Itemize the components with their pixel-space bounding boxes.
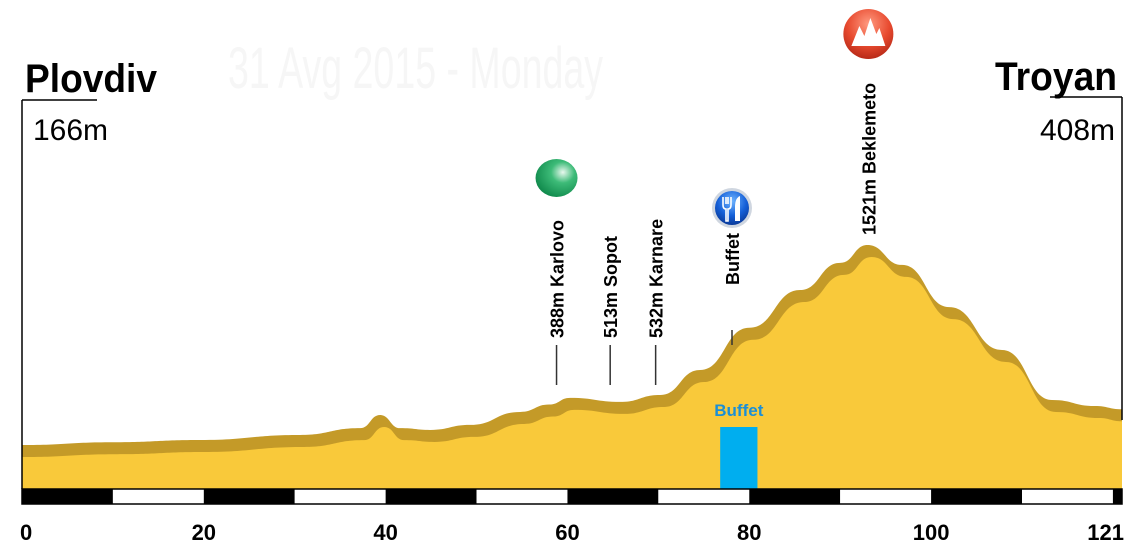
green-ball-icon — [535, 159, 578, 197]
x-tick-label: 40 — [373, 520, 397, 545]
scale-segment — [112, 489, 204, 504]
scale-segment — [203, 489, 295, 504]
x-tick-label: 20 — [192, 520, 216, 545]
knife-shape — [735, 196, 740, 221]
scale-segment — [931, 489, 1022, 504]
scale-segment — [385, 489, 477, 504]
scale-segment — [840, 489, 932, 504]
distance-scale-bar — [21, 488, 1123, 505]
feed-zone-bar — [720, 427, 758, 489]
x-tick-label: 121 — [1087, 520, 1124, 545]
feed-zone: Buffet — [714, 401, 764, 489]
scale-segment — [1112, 489, 1122, 504]
profile-fill — [22, 257, 1122, 489]
mountain-icon — [843, 9, 894, 59]
finish-elevation: 408m — [1040, 114, 1115, 147]
scale-segment — [658, 489, 750, 504]
fork-shape — [722, 197, 732, 222]
annotation-label: 532m Karnare — [647, 219, 667, 338]
x-tick-label: 80 — [737, 520, 761, 545]
scale-outline — [21, 488, 1123, 505]
feed-zone-label: Buffet — [714, 401, 763, 420]
annotation-label: Buffet — [723, 233, 743, 285]
annotation-label: 388m Karlovo — [548, 220, 568, 338]
annotation-label: 1521m Beklemeto — [859, 83, 879, 235]
annotations: 388m Karlovo 513m Sopot 532m Karnare Buffet… — [535, 9, 894, 385]
fork-knife-icon — [712, 188, 752, 228]
scale-segment — [22, 489, 113, 504]
x-tick-label: 100 — [913, 520, 950, 545]
scale-segment — [1022, 489, 1113, 504]
icon-disc — [715, 191, 749, 225]
start-city-name: Plovdiv — [25, 57, 158, 101]
mountain-shape — [851, 18, 886, 46]
start-elevation: 166m — [33, 114, 108, 147]
x-axis-ticks: 0 20 40 60 80 100 121 — [20, 520, 1124, 545]
watermark-date: 31 Avg 2015 - Monday — [228, 36, 603, 101]
scale-segment — [749, 489, 841, 504]
finish-city-name: Troyan — [995, 55, 1117, 99]
scale-segment — [294, 489, 386, 504]
profile-area — [22, 245, 1122, 489]
scale-segment — [567, 489, 659, 504]
x-tick-label: 0 — [20, 520, 32, 545]
annotation-label: 513m Sopot — [601, 236, 621, 338]
x-tick-label: 60 — [555, 520, 579, 545]
scale-segment — [476, 489, 568, 504]
